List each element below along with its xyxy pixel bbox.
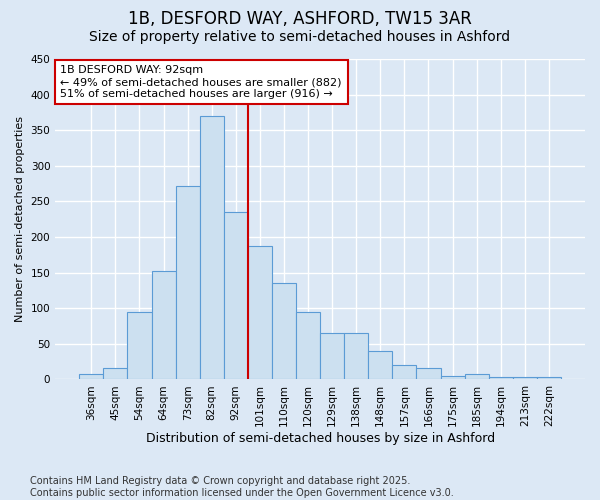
Bar <box>200 116 224 380</box>
Bar <box>296 312 320 380</box>
Bar <box>513 376 537 380</box>
Bar <box>368 351 392 380</box>
Bar <box>152 271 176 380</box>
Text: Size of property relative to semi-detached houses in Ashford: Size of property relative to semi-detach… <box>89 30 511 44</box>
Bar <box>127 312 152 380</box>
Text: 1B DESFORD WAY: 92sqm
← 49% of semi-detached houses are smaller (882)
51% of sem: 1B DESFORD WAY: 92sqm ← 49% of semi-deta… <box>61 66 342 98</box>
Bar <box>320 333 344 380</box>
Bar <box>488 376 513 380</box>
Bar <box>79 374 103 380</box>
Bar <box>344 333 368 380</box>
Bar <box>272 284 296 380</box>
Y-axis label: Number of semi-detached properties: Number of semi-detached properties <box>15 116 25 322</box>
Bar <box>224 212 248 380</box>
Bar <box>392 364 416 380</box>
Bar <box>464 374 488 380</box>
Bar <box>176 186 200 380</box>
Bar <box>537 376 561 380</box>
Text: 1B, DESFORD WAY, ASHFORD, TW15 3AR: 1B, DESFORD WAY, ASHFORD, TW15 3AR <box>128 10 472 28</box>
Bar <box>440 376 464 380</box>
Bar <box>416 368 440 380</box>
X-axis label: Distribution of semi-detached houses by size in Ashford: Distribution of semi-detached houses by … <box>146 432 494 445</box>
Text: Contains HM Land Registry data © Crown copyright and database right 2025.
Contai: Contains HM Land Registry data © Crown c… <box>30 476 454 498</box>
Bar <box>103 368 127 380</box>
Bar <box>248 246 272 380</box>
